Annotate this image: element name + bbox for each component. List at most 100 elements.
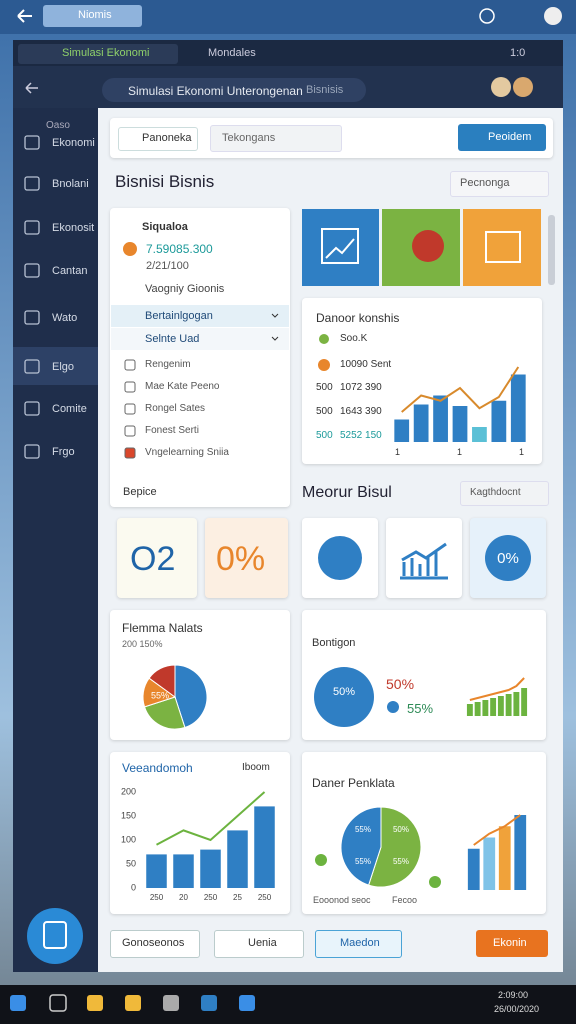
- scrollbar[interactable]: [548, 215, 555, 285]
- x-tick-label: 250: [258, 893, 272, 902]
- bottom-button[interactable]: [315, 930, 402, 958]
- tab-title[interactable]: Mondales: [208, 47, 256, 59]
- card-subtitle: 200 150%: [122, 639, 163, 649]
- bar: [514, 815, 527, 890]
- caption: Fecoo: [392, 895, 418, 905]
- card-title: Bontigon: [312, 637, 356, 649]
- tile-icon: [412, 230, 444, 262]
- pie-slice: [368, 806, 422, 888]
- avatar[interactable]: [513, 77, 533, 97]
- taskbar-icon: [201, 995, 217, 1011]
- nav-item[interactable]: Comite: [52, 403, 87, 415]
- nav-item[interactable]: Elgo: [52, 361, 75, 373]
- bar: [146, 854, 167, 888]
- avatar[interactable]: [544, 7, 562, 25]
- group-row: [111, 328, 289, 350]
- value-text: 50%: [386, 676, 415, 692]
- value-text: 55%: [407, 701, 434, 716]
- icon[interactable]: [479, 8, 495, 24]
- bar: [227, 830, 248, 888]
- search-query: Simulasi Ekonomi Unterongenan: [128, 84, 303, 98]
- active-highlight: [13, 347, 98, 385]
- tile-icon: [321, 228, 359, 264]
- select[interactable]: [210, 125, 342, 152]
- item-icon: [124, 425, 136, 437]
- pie-slice: [174, 664, 208, 729]
- stat-card: [205, 518, 288, 598]
- pie-slice: [340, 806, 382, 886]
- legend: 10090 Sent: [340, 359, 392, 370]
- item-icon: [124, 447, 136, 459]
- nav-item[interactable]: Wato: [52, 312, 78, 324]
- bar: [433, 395, 448, 442]
- bar: [200, 849, 221, 888]
- x-tick-label: 250: [204, 893, 218, 902]
- group-title[interactable]: Selnte Uad: [145, 333, 200, 345]
- list-item[interactable]: Rongel Sates: [145, 403, 206, 414]
- taskbar-date: 26/00/2020: [494, 1004, 540, 1014]
- donut-label: 50%: [333, 686, 355, 698]
- legend: Soo.K: [340, 333, 368, 344]
- section-title: Meorur Bisul: [302, 484, 392, 501]
- stat-value: 0%: [216, 540, 266, 578]
- nav-icon: [24, 135, 40, 150]
- y-tick-label: 50: [126, 858, 136, 868]
- taskbar-icon: [10, 995, 26, 1011]
- bar: [466, 704, 473, 716]
- list-item[interactable]: Mae Kate Peeno: [145, 381, 220, 392]
- side-panel: [110, 208, 290, 507]
- chevron: [271, 313, 279, 318]
- nav-icon: [24, 220, 40, 235]
- nav-icon: [24, 359, 40, 374]
- select[interactable]: [460, 481, 549, 506]
- browser-tab[interactable]: [18, 44, 178, 64]
- primary-button[interactable]: [118, 127, 198, 151]
- group-title[interactable]: Bertainlgogan: [145, 310, 213, 322]
- nav-item[interactable]: Bnolani: [52, 178, 89, 190]
- item-icon: [124, 403, 136, 415]
- nav-icon: [24, 176, 40, 191]
- stat-icon: [400, 542, 448, 580]
- x-tick-label: 250: [150, 893, 164, 902]
- nav-item[interactable]: Ekonomi: [52, 137, 95, 149]
- back-icon[interactable]: [25, 82, 38, 94]
- tab-pill[interactable]: [43, 5, 142, 27]
- search-field[interactable]: [102, 78, 366, 102]
- back-icon[interactable]: [17, 9, 32, 23]
- select-text: Tekongans: [222, 132, 276, 144]
- action-button[interactable]: [458, 124, 546, 151]
- x-label: 1: [395, 447, 401, 457]
- select-text[interactable]: Iboom: [242, 762, 270, 773]
- pie-label: 55%: [151, 690, 169, 700]
- item-icon: [124, 381, 136, 393]
- tile[interactable]: [302, 209, 379, 286]
- tile[interactable]: [463, 209, 541, 286]
- bar: [490, 698, 497, 716]
- search-suffix: Bisnisis: [306, 84, 344, 96]
- y-tick-label: 100: [121, 834, 136, 844]
- button-text: Ekonin: [493, 937, 527, 949]
- bottom-button[interactable]: [110, 930, 200, 958]
- list-item[interactable]: Vngelearning Sniia: [145, 447, 229, 458]
- action-button[interactable]: [476, 930, 548, 957]
- group-row: [111, 305, 289, 327]
- card-title: Daner Penklata: [312, 776, 395, 790]
- section-title: Bisnisi Bisnis: [115, 172, 215, 191]
- tile-icon: [485, 231, 521, 263]
- fab[interactable]: [27, 908, 83, 964]
- nav-item[interactable]: Cantan: [52, 265, 88, 277]
- taskbar-icon: [125, 995, 141, 1011]
- nav-item[interactable]: Frgo: [52, 446, 75, 458]
- pie-slice: [143, 696, 186, 730]
- row-text: 1643 390: [340, 406, 382, 417]
- panel-footer: Bepice: [123, 486, 157, 498]
- bottom-button[interactable]: [214, 930, 304, 958]
- list-item[interactable]: Rengenim: [145, 359, 191, 370]
- chip[interactable]: [450, 171, 549, 197]
- avatar[interactable]: [491, 77, 511, 97]
- button-text: Uenia: [248, 937, 277, 949]
- list-item[interactable]: Fonest Serti: [145, 425, 199, 436]
- bar: [254, 806, 275, 888]
- nav-item[interactable]: Ekonosit: [52, 222, 95, 234]
